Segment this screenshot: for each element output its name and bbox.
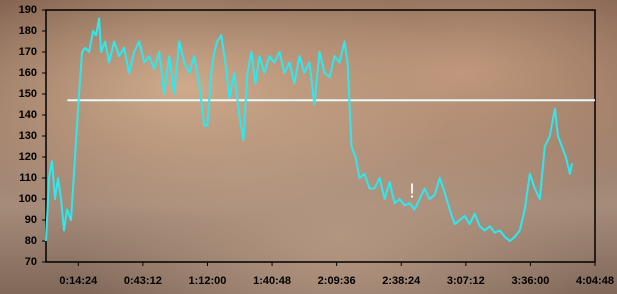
chart: 70 80 90 100 110 120 130 140 150 160 170 180 190 0:14…: [0, 0, 617, 294]
y-tick-label: 80: [25, 235, 37, 247]
y-tick-label: 100: [19, 193, 37, 205]
annotation: !: [409, 180, 415, 202]
x-tick-label: 2:38:24: [382, 275, 421, 287]
y-tick-label: 130: [19, 130, 37, 142]
y-tick-label: 150: [19, 88, 37, 100]
y-tick-label: 70: [25, 256, 37, 268]
x-tick-label: 4:04:48: [576, 275, 614, 287]
y-tick-label: 90: [25, 214, 37, 226]
y-tick-label: 120: [19, 151, 37, 163]
x-tick-label: 3:07:12: [447, 275, 485, 287]
y-tick-label: 110: [19, 172, 37, 184]
x-tick-label: 0:14:24: [59, 275, 98, 287]
x-tick-label: 3:36:00: [511, 275, 549, 287]
x-tick-label: 1:12:00: [189, 275, 227, 287]
y-tick-label: 180: [19, 25, 37, 37]
y-tick-label: 170: [19, 46, 37, 58]
panel: [0, 0, 617, 294]
y-tick-label: 140: [19, 109, 37, 121]
screen: 70 80 90 100 110 120 130 140 150 160 170 180 190 0:14…: [0, 0, 617, 294]
y-tick-label: 160: [19, 67, 37, 79]
y-tick-label: 190: [19, 4, 37, 16]
x-tick-label: 0:43:12: [124, 275, 162, 287]
x-tick-label: 2:09:36: [318, 275, 356, 287]
x-tick-label: 1:40:48: [253, 275, 291, 287]
